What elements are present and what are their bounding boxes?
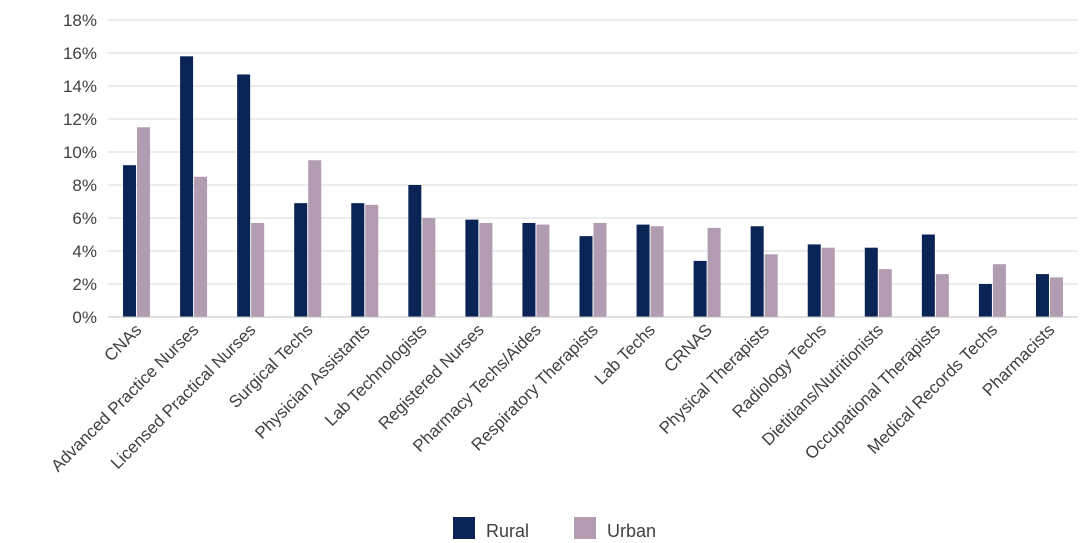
bar-rural-15	[978, 284, 992, 317]
bar-rural-8	[579, 236, 593, 317]
bars	[123, 56, 1063, 318]
legend-label-rural: Rural	[486, 521, 529, 541]
bar-rural-9	[636, 224, 650, 317]
x-category-label: Lab Techs	[591, 320, 659, 388]
y-tick-label: 4%	[72, 242, 97, 261]
bar-urban-15	[992, 264, 1006, 317]
bar-rural-6	[465, 219, 479, 317]
x-category-label: Lab Technologists	[321, 320, 430, 429]
y-tick-label: 18%	[63, 11, 97, 30]
bar-rural-0	[123, 165, 137, 317]
x-category-label: Registered Nurses	[375, 320, 488, 433]
bar-urban-4	[365, 204, 379, 317]
bar-rural-11	[750, 226, 764, 317]
bar-rural-2	[237, 74, 251, 317]
y-tick-label: 8%	[72, 176, 97, 195]
bar-rural-5	[408, 185, 422, 317]
y-tick-label: 0%	[72, 308, 97, 327]
bar-rural-13	[864, 247, 878, 317]
bar-urban-5	[422, 218, 436, 317]
legend-swatch-urban	[574, 517, 596, 539]
bar-urban-9	[650, 226, 664, 317]
bar-rural-4	[351, 203, 365, 317]
bar-urban-14	[935, 274, 949, 317]
bar-rural-7	[522, 222, 536, 317]
y-tick-label: 6%	[72, 209, 97, 228]
bar-urban-12	[821, 247, 835, 317]
bar-urban-13	[878, 269, 892, 317]
legend-swatch-rural	[453, 517, 475, 539]
bar-urban-6	[479, 222, 493, 317]
x-category-label: Physical Therapists	[656, 320, 773, 437]
x-category-label: CRNAS	[660, 320, 716, 376]
bar-rural-3	[294, 203, 308, 317]
bar-urban-1	[194, 176, 208, 317]
bar-rural-12	[807, 244, 821, 317]
y-tick-label: 12%	[63, 110, 97, 129]
bar-rural-10	[693, 260, 707, 317]
legend: Rural Urban	[453, 517, 656, 541]
x-category-label: CNAs	[101, 320, 146, 365]
bar-urban-3	[308, 160, 322, 317]
bar-urban-11	[764, 254, 778, 317]
bar-urban-2	[251, 222, 265, 317]
legend-label-urban: Urban	[607, 521, 656, 541]
bar-urban-7	[536, 224, 550, 317]
bar-urban-8	[593, 222, 607, 317]
y-tick-label: 14%	[63, 77, 97, 96]
bar-rural-16	[1035, 274, 1049, 317]
bar-rural-1	[180, 56, 194, 318]
y-tick-label: 2%	[72, 275, 97, 294]
bar-urban-0	[137, 127, 151, 317]
bar-urban-16	[1049, 277, 1063, 317]
y-tick-label: 10%	[63, 143, 97, 162]
bar-urban-10	[707, 227, 721, 317]
gridlines	[108, 19, 1078, 285]
y-tick-label: 16%	[63, 44, 97, 63]
bar-rural-14	[921, 234, 935, 317]
y-axis-tick-labels: 0% 2% 4% 6% 8% 10% 12% 14% 16% 18%	[63, 11, 97, 327]
